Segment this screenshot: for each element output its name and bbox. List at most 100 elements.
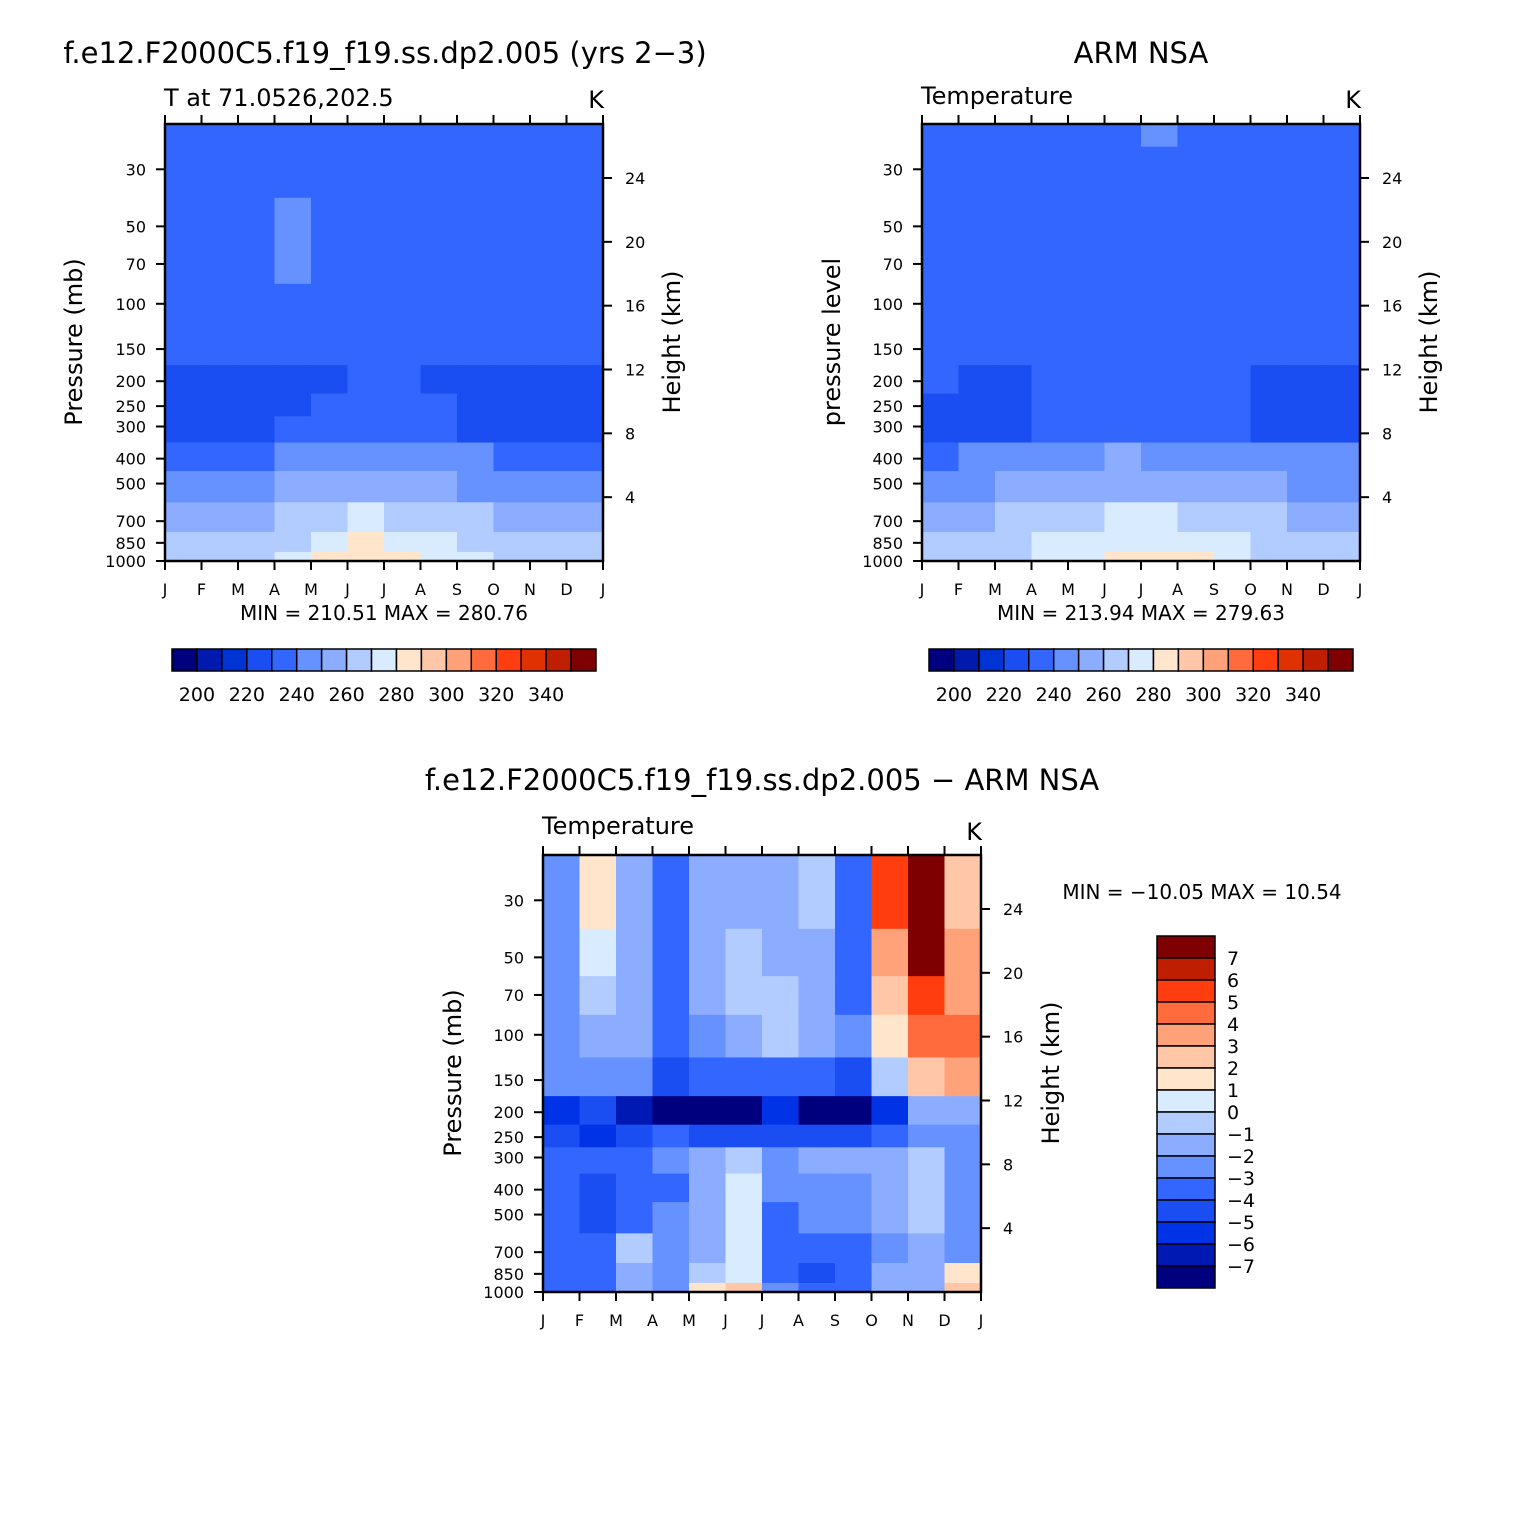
diff-cell (944, 1147, 981, 1175)
obs-cell (1250, 245, 1288, 285)
model-cell (347, 146, 385, 199)
diff-cell (725, 1173, 763, 1203)
obs-cell (1250, 326, 1288, 366)
diff-cb-label: −6 (1227, 1234, 1255, 1256)
diff-cell (543, 1057, 581, 1097)
model-cell (566, 502, 603, 533)
model-cell (165, 471, 203, 503)
model-cell (238, 146, 276, 199)
model-cell (201, 124, 239, 148)
model-cell (457, 502, 495, 533)
model-cell (311, 146, 349, 199)
model-pressure-label: 300 (115, 418, 146, 437)
diff-month-label: A (647, 1311, 658, 1330)
diff-cell (689, 976, 727, 1016)
diff-cb-swatch (1156, 1023, 1216, 1047)
model-cell (347, 442, 385, 472)
obs-height-label: 8 (1382, 424, 1392, 443)
diff-cell (798, 1014, 836, 1059)
model-cell (165, 393, 203, 417)
obs-height-label: 12 (1382, 361, 1402, 380)
obs-cb-swatch (1252, 648, 1279, 672)
obs-pressure-label: 400 (872, 450, 903, 469)
obs-cell (958, 245, 996, 285)
obs-cell (922, 283, 960, 328)
model-cell (238, 502, 276, 533)
obs-cb-swatch (1102, 648, 1130, 672)
diff-cell (543, 1233, 581, 1264)
diff-pressure-label: 700 (493, 1243, 524, 1262)
diff-cell (725, 1263, 763, 1284)
model-cell (347, 283, 385, 328)
diff-cell (762, 1147, 800, 1175)
diff-cell (689, 928, 727, 977)
diff-pressure-label: 30 (504, 891, 524, 910)
obs-cell (1323, 551, 1360, 561)
diff-cell (871, 1014, 909, 1059)
diff-cell (725, 976, 763, 1016)
obs-cell (995, 124, 1033, 148)
model-cell (347, 124, 385, 148)
diff-cb-swatch (1156, 1177, 1216, 1201)
model-cell (201, 471, 239, 503)
obs-height-label: 16 (1382, 297, 1402, 316)
diff-cell (543, 928, 581, 977)
model-cell (457, 532, 495, 553)
diff-panel: f.e12.F2000C5.f19_f19.ss.dp2.005 − ARM N… (425, 763, 1342, 1330)
obs-cell (1068, 283, 1106, 328)
model-cb-swatch (246, 648, 273, 672)
diff-cell (543, 1282, 581, 1292)
obs-pressure-label: 1000 (862, 552, 903, 571)
obs-cb-swatch (1028, 648, 1055, 672)
obs-cell (1214, 502, 1252, 533)
diff-cell (616, 855, 654, 879)
diff-pressure-label: 70 (504, 986, 524, 1005)
diff-stats: MIN = −10.05 MAX = 10.54 (1062, 880, 1341, 904)
diff-cell (798, 855, 836, 879)
obs-cell (1104, 326, 1142, 366)
obs-cell (1214, 393, 1252, 417)
diff-cell (762, 1096, 800, 1126)
diff-cell (579, 928, 617, 977)
model-cell (420, 365, 458, 395)
obs-cell (1214, 197, 1252, 246)
diff-cell (762, 928, 800, 977)
obs-pressure-label: 150 (872, 340, 903, 359)
model-cell (530, 532, 568, 553)
model-cell (457, 551, 495, 561)
obs-cell (1177, 146, 1215, 199)
obs-title: ARM NSA (1074, 36, 1209, 70)
diff-month-label: A (793, 1311, 804, 1330)
model-cell (493, 393, 531, 417)
obs-cell (1031, 502, 1069, 533)
obs-cell (995, 416, 1033, 444)
obs-cell (1068, 245, 1106, 285)
model-month-label: N (524, 580, 536, 599)
model-cell (566, 442, 603, 472)
obs-cb-label: 300 (1185, 684, 1221, 706)
diff-cell (798, 928, 836, 977)
obs-cell (1214, 283, 1252, 328)
obs-cb-label: 220 (986, 684, 1022, 706)
model-cell (238, 365, 276, 395)
obs-cell (1141, 365, 1179, 395)
obs-cb-label: 240 (1036, 684, 1072, 706)
model-cb-swatch (420, 648, 448, 672)
diff-cell (652, 1096, 690, 1126)
diff-cb-label: 7 (1227, 948, 1239, 970)
diff-cb-swatch (1156, 1067, 1216, 1091)
diff-cell (944, 976, 981, 1016)
obs-cell (995, 283, 1033, 328)
model-cb-swatch (520, 648, 547, 672)
diff-cell (616, 877, 654, 930)
obs-cell (995, 197, 1033, 246)
model-cell (420, 124, 458, 148)
model-pressure-label: 700 (115, 512, 146, 531)
obs-left-string: Temperature (920, 82, 1073, 110)
obs-cell (1214, 551, 1252, 561)
diff-cell (944, 1124, 981, 1148)
model-cell (347, 393, 385, 417)
diff-pressure-label: 850 (493, 1265, 524, 1284)
obs-cb-label: 320 (1235, 684, 1271, 706)
